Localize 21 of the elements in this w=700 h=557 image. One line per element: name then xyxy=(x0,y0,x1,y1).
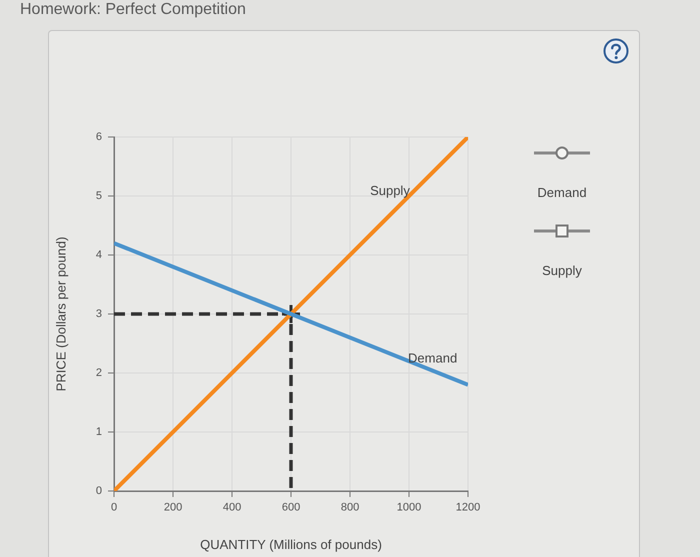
y-tick-label: 6 xyxy=(96,131,102,144)
y-tick-label: 3 xyxy=(96,308,102,320)
y-tick-label: 2 xyxy=(96,367,102,380)
x-tick-label: 400 xyxy=(222,502,242,514)
x-tick-label: 200 xyxy=(164,502,182,514)
y-tick-label: 5 xyxy=(96,190,102,202)
x-tick-label: 1000 xyxy=(396,502,422,514)
y-tick-label: 4 xyxy=(96,249,102,262)
y-tick-label: 1 xyxy=(96,426,102,438)
text: Demand xyxy=(536,185,588,200)
x-tick-label: 600 xyxy=(282,502,300,514)
text: Supply xyxy=(541,263,583,278)
y-axis-title: PRICE (Dollars per pound) xyxy=(53,236,68,392)
y-tick-label: 0 xyxy=(96,485,102,498)
series-label: Demand xyxy=(408,350,458,366)
x-tick-label: 1200 xyxy=(456,502,480,514)
x-tick-label: 800 xyxy=(340,502,360,514)
x-tick-label: 0 xyxy=(110,502,118,514)
chart-title: Homework: Perfect Competition xyxy=(20,1,246,19)
series-label: Supply xyxy=(370,183,410,198)
x-axis-title: QUANTITY (Millions of pounds) xyxy=(200,536,382,552)
